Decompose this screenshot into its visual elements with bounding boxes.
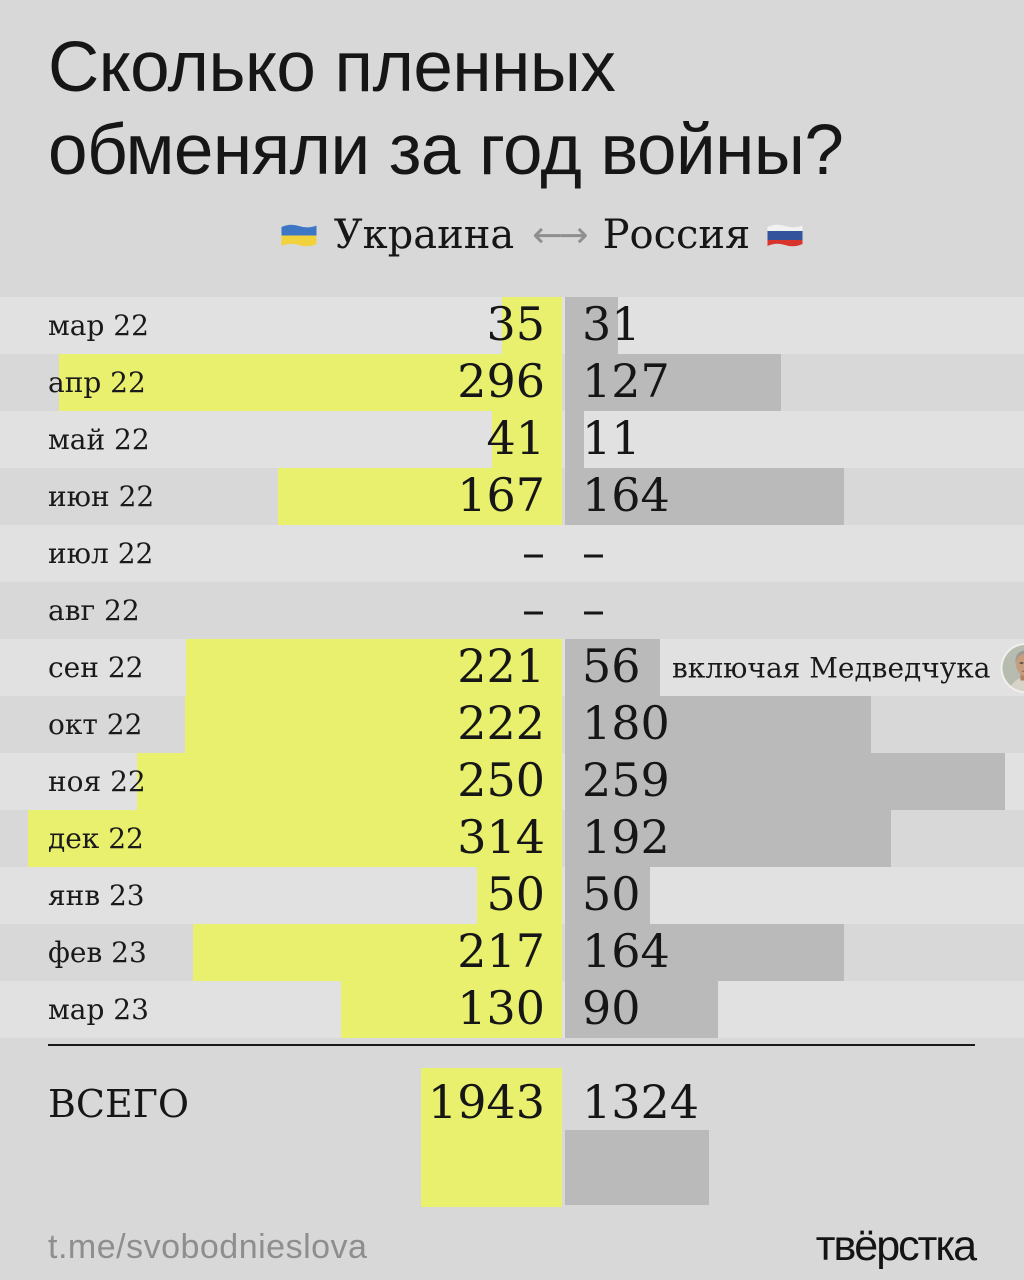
month-label: сен 22 [48, 650, 144, 684]
note-text: включая Медведчука [672, 651, 991, 684]
month-label: мар 23 [48, 992, 149, 1026]
russia-value: 127 [582, 353, 670, 408]
russia-bar [565, 924, 844, 981]
russia-bar [565, 753, 1005, 810]
russia-bar [565, 639, 660, 696]
russia-bar [565, 981, 718, 1038]
chart-row: окт 22 222 180 [0, 696, 1024, 753]
total-ukraine-value: 1943 [427, 1075, 545, 1130]
ukraine-bar [492, 411, 562, 468]
total-russia-value: 1324 [582, 1075, 700, 1130]
ukraine-value: 217 [457, 923, 545, 978]
title-line-2: обменяли за год войны? [48, 111, 844, 190]
russia-value: 192 [582, 809, 670, 864]
month-label: мар 22 [48, 308, 149, 342]
exchange-arrows-icon: ←→ [532, 214, 588, 256]
month-label: июл 22 [48, 536, 154, 570]
total-label: ВСЕГО [48, 1082, 190, 1126]
ukraine-bar [477, 867, 562, 924]
ukraine-bar [502, 297, 562, 354]
russia-value: 90 [582, 980, 641, 1035]
chart-row: дек 22 314 192 [0, 810, 1024, 867]
russia-flag-icon [767, 224, 803, 246]
total-ukraine-block [421, 1068, 562, 1207]
ukraine-value: – [522, 524, 545, 579]
legend-russia-label: Россия [602, 212, 751, 258]
chart-row: сен 22 221 56 включая Медведчука [0, 639, 1024, 696]
month-label: ноя 22 [48, 764, 146, 798]
month-label: авг 22 [48, 593, 140, 627]
russia-value: 259 [582, 752, 670, 807]
total-russia-block [565, 1130, 709, 1205]
russia-bar [565, 468, 844, 525]
russia-value: – [582, 524, 605, 579]
ukraine-value: 50 [486, 866, 545, 921]
medvedchuk-avatar-icon [1000, 642, 1024, 693]
chart-row: апр 22 296 127 [0, 354, 1024, 411]
month-label: июн 22 [48, 479, 155, 513]
legend-ukraine-label: Украина [333, 212, 515, 258]
chart-row: мар 22 35 31 [0, 297, 1024, 354]
chart-row: май 22 41 11 [0, 411, 1024, 468]
russia-bar [565, 696, 871, 753]
russia-value: 164 [582, 923, 670, 978]
legend: Украина ←→ Россия [30, 208, 1024, 262]
page-title: Сколько пленных обменяли за год войны? [48, 26, 844, 192]
russia-bar [565, 411, 584, 468]
ukraine-value: 41 [486, 410, 545, 465]
ukraine-bar [193, 924, 562, 981]
month-label: май 22 [48, 422, 150, 456]
month-label: апр 22 [48, 365, 146, 399]
ukraine-value: 250 [457, 752, 545, 807]
month-label: окт 22 [48, 707, 143, 741]
russia-value: – [582, 581, 605, 636]
russia-value: 164 [582, 467, 670, 522]
chart-row: июл 22 – – [0, 525, 1024, 582]
month-label: дек 22 [48, 821, 144, 855]
chart-row: фев 23 217 164 [0, 924, 1024, 981]
ukraine-value: 221 [457, 638, 545, 693]
ukraine-flag-icon [281, 224, 317, 246]
ukraine-value: 130 [457, 980, 545, 1035]
chart-row: авг 22 – – [0, 582, 1024, 639]
chart-row: июн 22 167 164 [0, 468, 1024, 525]
chart-row: мар 23 130 90 [0, 981, 1024, 1038]
ukraine-bar [341, 981, 562, 1038]
ukraine-value: – [522, 581, 545, 636]
telegram-link[interactable]: t.me/svobodnieslova [48, 1228, 368, 1266]
ukraine-bar [186, 639, 562, 696]
russia-bar [565, 867, 650, 924]
russia-bar [565, 810, 891, 867]
row-note: включая Медведчука [672, 642, 1024, 693]
ukraine-value: 167 [457, 467, 545, 522]
ukraine-bar [278, 468, 562, 525]
russia-value: 31 [582, 296, 641, 351]
ukraine-bar [59, 354, 562, 411]
month-label: фев 23 [48, 935, 147, 969]
ukraine-bar [28, 810, 562, 867]
chart-rows: мар 22 35 31 апр 22 296 127 май 22 41 11… [0, 297, 1024, 1038]
ukraine-bar [137, 753, 562, 810]
ukraine-value: 296 [457, 353, 545, 408]
ukraine-value: 314 [457, 809, 545, 864]
russia-value: 56 [582, 638, 641, 693]
ukraine-value: 35 [486, 296, 545, 351]
russia-value: 11 [582, 410, 641, 465]
chart-row: янв 23 50 50 [0, 867, 1024, 924]
russia-bar [565, 297, 618, 354]
month-label: янв 23 [48, 878, 145, 912]
ukraine-bar [185, 696, 562, 753]
ukraine-value: 222 [457, 695, 545, 750]
russia-bar [565, 354, 781, 411]
russia-value: 180 [582, 695, 670, 750]
chart-row: ноя 22 250 259 [0, 753, 1024, 810]
total-divider-line [48, 1044, 975, 1046]
title-line-1: Сколько пленных [48, 28, 616, 107]
verstka-logo: твёрстка [815, 1222, 977, 1270]
russia-value: 50 [582, 866, 641, 921]
